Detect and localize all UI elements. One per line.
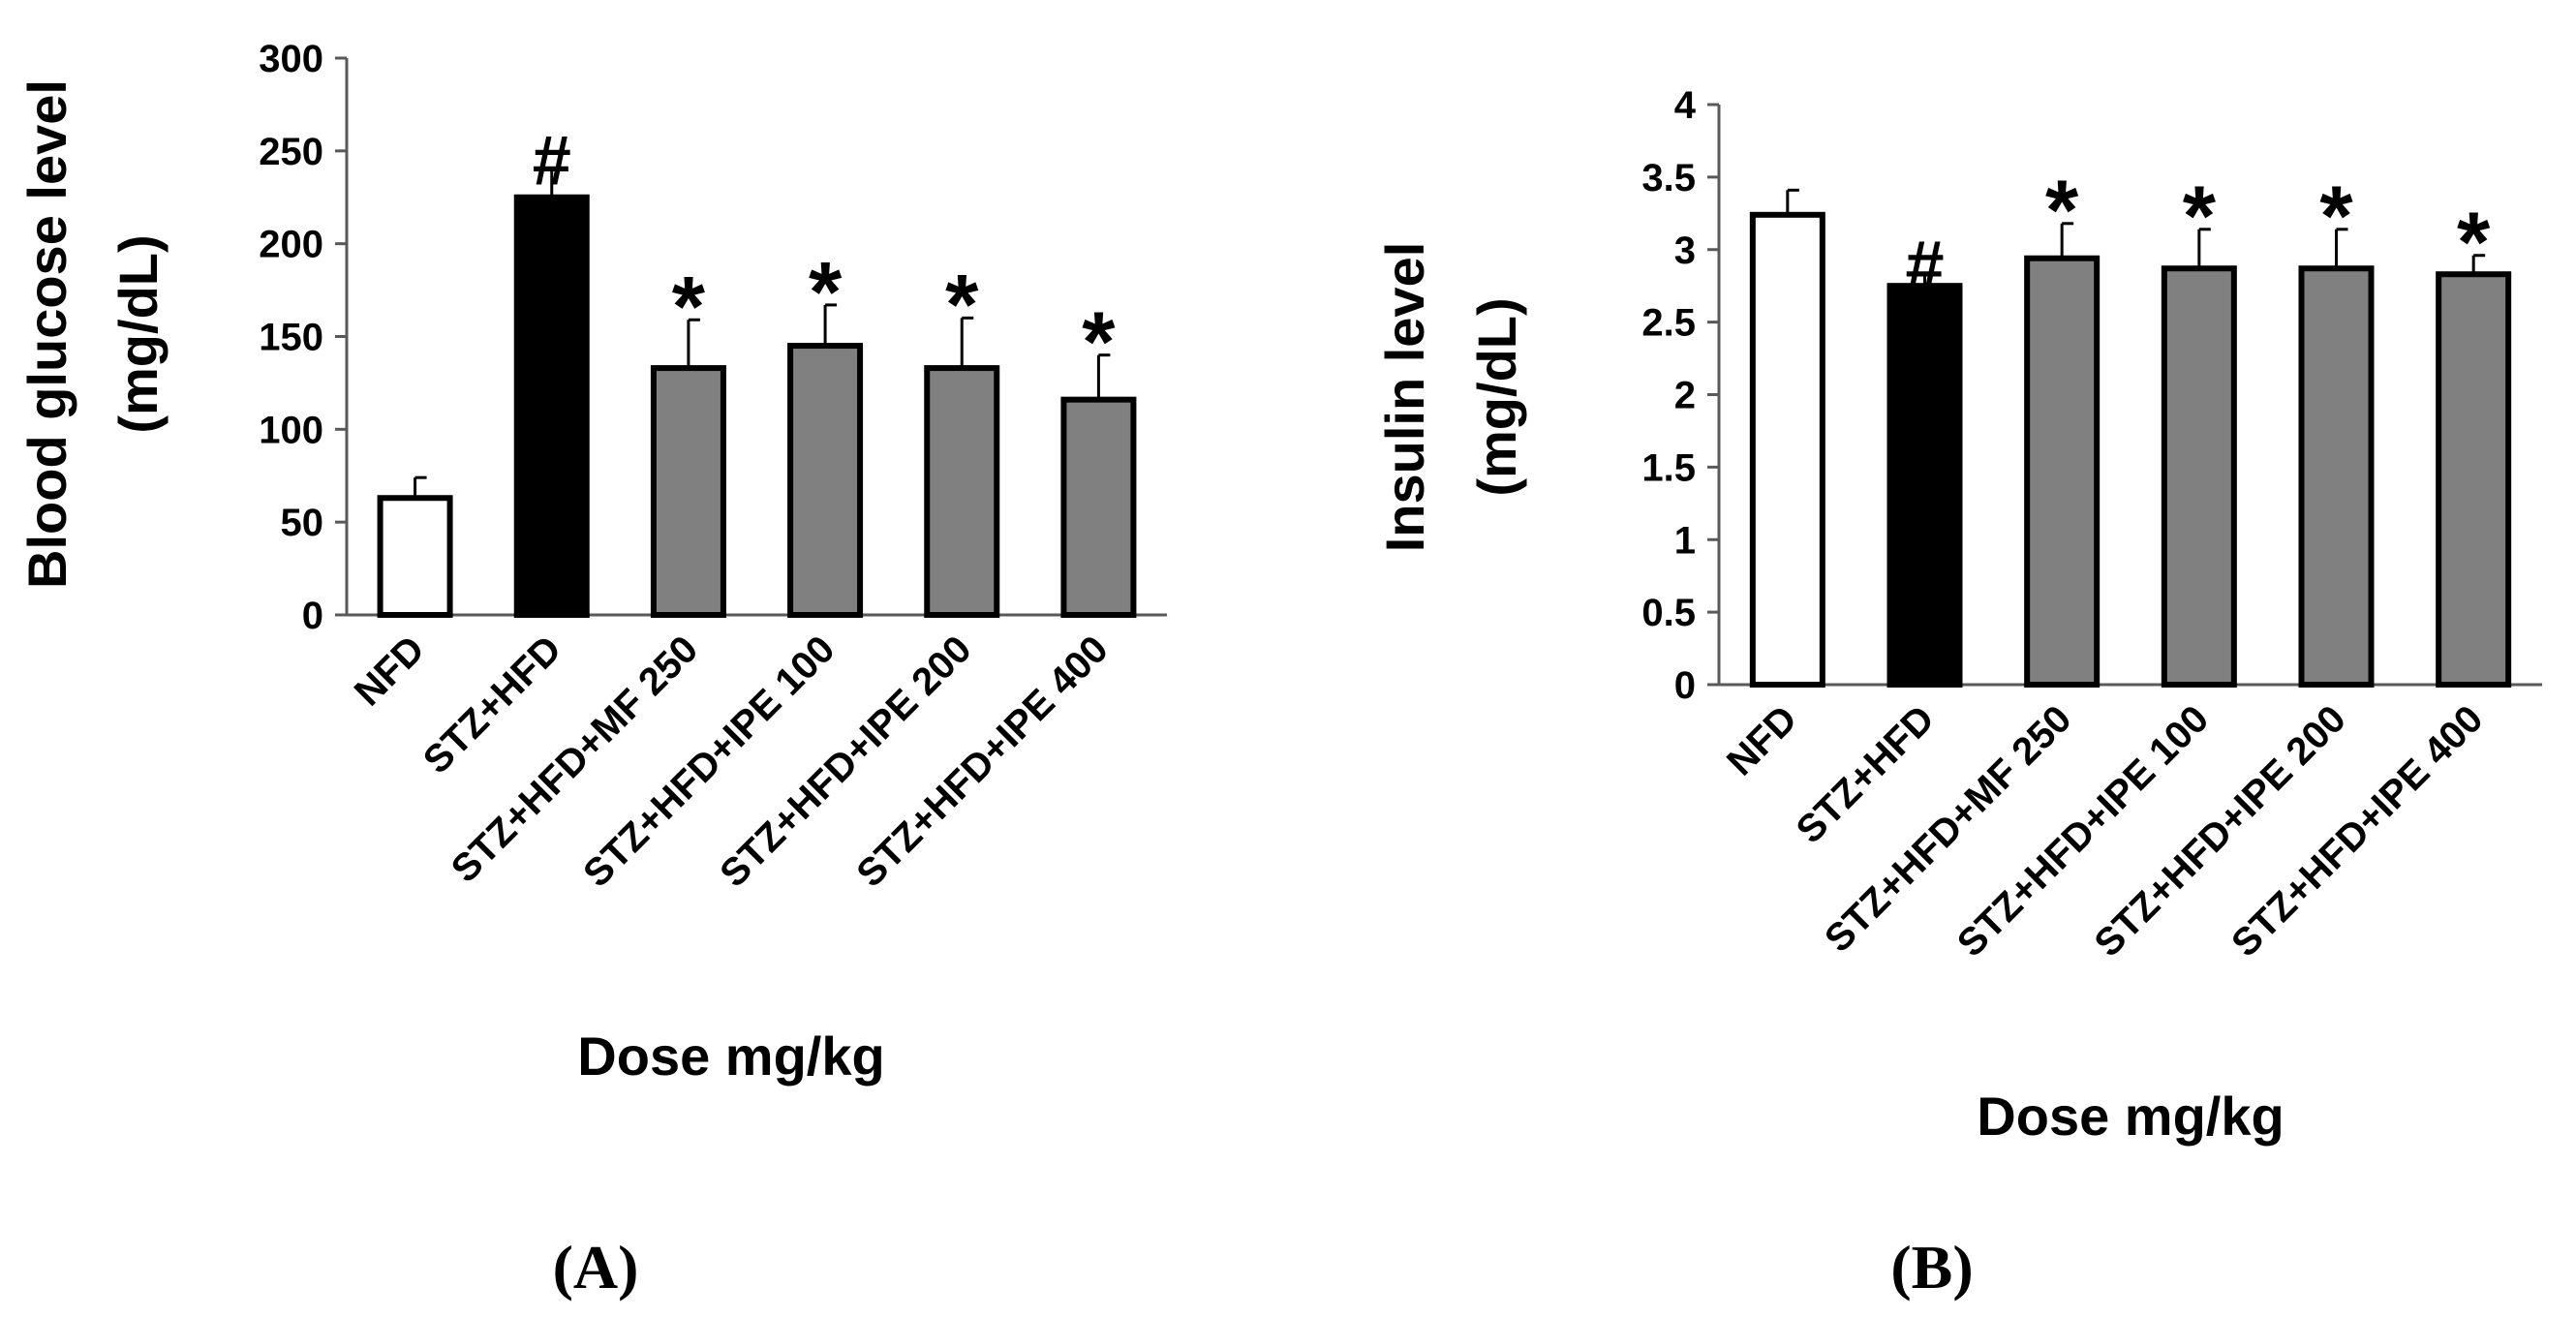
asterisk-significance-marker: *	[1082, 293, 1116, 389]
x-category-label: NFD	[1719, 697, 1805, 783]
x-category-label: STZ+HFD+MF 250	[444, 628, 707, 891]
x-category-label: STZ+HFD+MF 250	[1817, 697, 2080, 961]
hash-significance-marker: #	[1905, 228, 1944, 305]
x-category-label: NFD	[347, 628, 433, 714]
y-tick-label: 250	[259, 131, 323, 173]
x-category-label: STZ+HFD+IPE 100	[1949, 697, 2217, 965]
y-axis-title: Blood glucose level	[16, 79, 77, 589]
y-axis-title: (mg/dL)	[107, 234, 169, 433]
bar-5	[924, 365, 1000, 619]
bar-2	[1886, 283, 1963, 688]
x-category-label: STZ+HFD+IPE 200	[2087, 697, 2354, 965]
panel-label: (A)	[553, 1233, 639, 1302]
x-axis-title: Dose mg/kg	[1977, 1086, 2284, 1147]
y-tick-label: 200	[259, 224, 323, 266]
panel-b-insulin-chart: 00.511.522.533.54NFD#STZ+HFD*STZ+HFD+MF …	[1374, 84, 2542, 1302]
y-tick-label: 1.5	[1641, 446, 1696, 489]
asterisk-significance-marker: *	[2045, 162, 2079, 258]
x-category-label: STZ+HFD+IPE 400	[848, 628, 1116, 895]
x-category-label: STZ+HFD+IPE 400	[2223, 697, 2491, 965]
y-tick-label: 2	[1674, 375, 1696, 417]
y-tick-label: 300	[259, 38, 323, 80]
bar-5	[2298, 265, 2375, 688]
hash-significance-marker: #	[533, 123, 571, 200]
y-tick-label: 150	[259, 317, 323, 359]
asterisk-significance-marker: *	[945, 257, 979, 352]
bar-2	[513, 194, 590, 618]
asterisk-significance-marker: *	[2183, 168, 2217, 263]
y-tick-label: 0	[1674, 664, 1696, 707]
asterisk-significance-marker: *	[672, 259, 706, 354]
panel-label: (B)	[1890, 1233, 1973, 1302]
y-tick-label: 3.5	[1641, 157, 1696, 199]
asterisk-significance-marker: *	[809, 243, 843, 339]
y-axis-title: (mg/dL)	[1466, 297, 1527, 496]
y-tick-label: 3	[1674, 230, 1696, 272]
bar-3	[2024, 255, 2101, 688]
y-tick-label: 0	[302, 595, 323, 637]
y-tick-label: 0.5	[1641, 592, 1696, 634]
y-tick-label: 1	[1674, 519, 1696, 562]
bar-6	[2436, 271, 2512, 688]
x-axis-title: Dose mg/kg	[577, 1026, 884, 1087]
y-tick-label: 50	[281, 502, 324, 544]
x-category-label: STZ+HFD+IPE 200	[712, 628, 979, 895]
bar-4	[2161, 265, 2237, 688]
y-tick-label: 100	[259, 409, 323, 451]
bar-1	[1749, 211, 1825, 688]
bar-6	[1060, 396, 1137, 618]
x-category-label: STZ+HFD+IPE 100	[575, 628, 843, 895]
panel-a-glucose-chart: 050100150200250300NFD#STZ+HFD*STZ+HFD+MF…	[16, 38, 1167, 1302]
bar-1	[377, 495, 453, 618]
bar-3	[650, 365, 726, 619]
y-tick-label: 4	[1674, 84, 1697, 127]
asterisk-significance-marker: *	[2319, 168, 2353, 263]
asterisk-significance-marker: *	[2457, 194, 2491, 290]
bar-4	[787, 343, 864, 618]
y-axis-title: Insulin level	[1374, 242, 1435, 553]
y-tick-label: 2.5	[1641, 302, 1696, 345]
